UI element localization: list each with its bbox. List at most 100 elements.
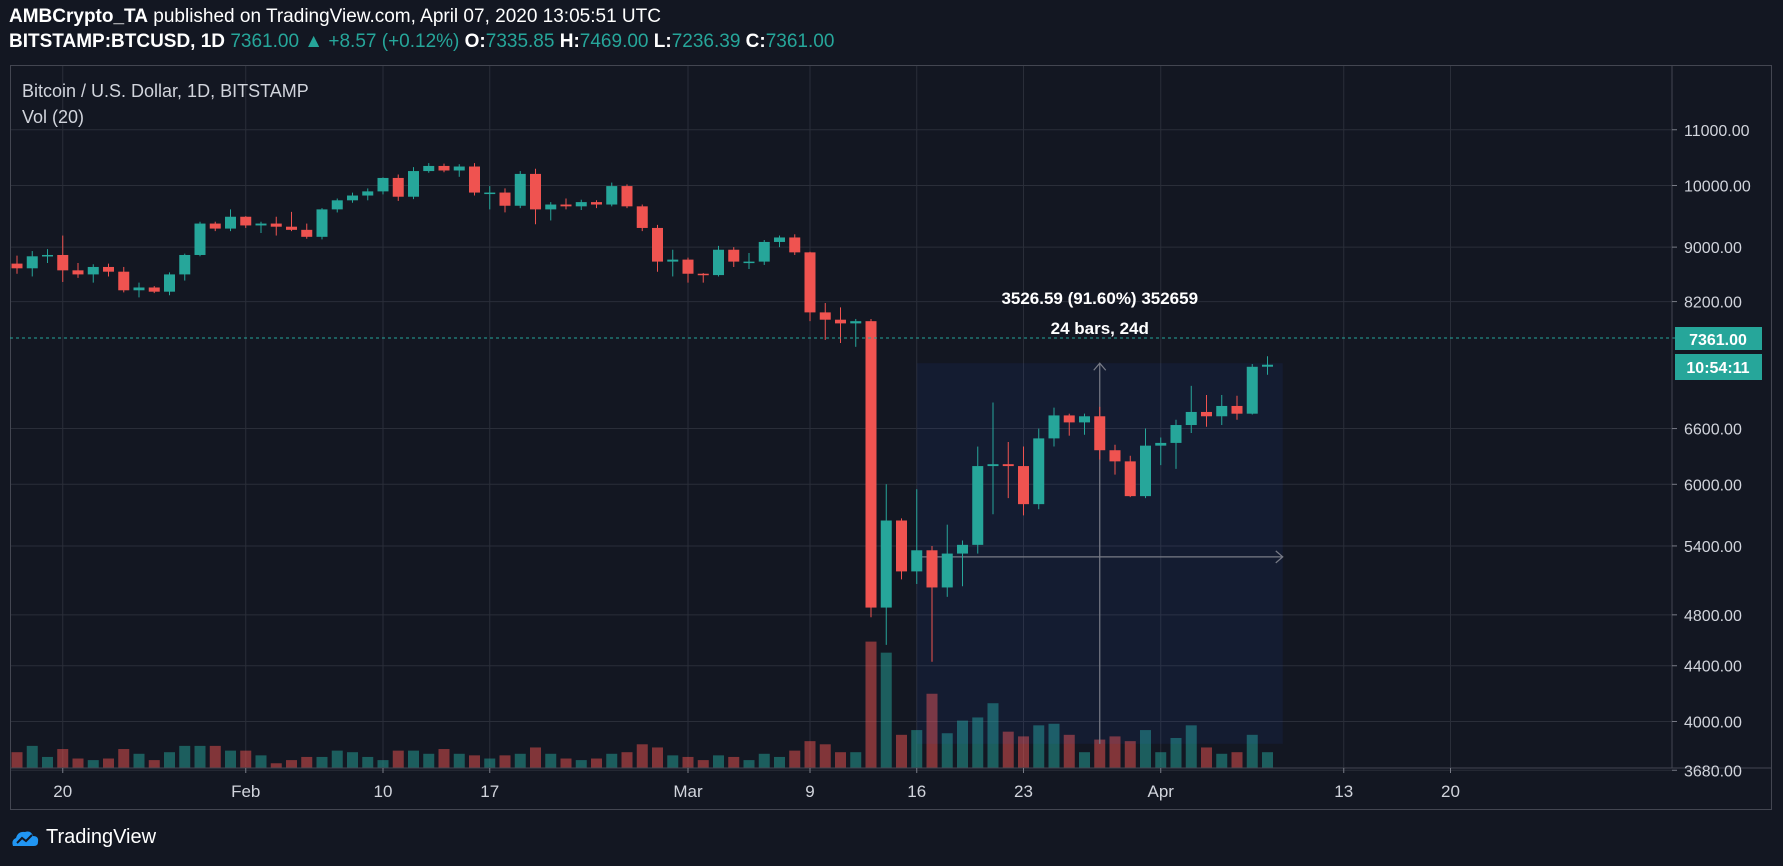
candle-body [453, 166, 465, 171]
candle-body [667, 259, 679, 262]
price-axis[interactable]: 11000.00 10000.00 9000.00 8200.00 6600.00 600… [1672, 123, 1751, 781]
candle-body [682, 259, 694, 274]
grid [11, 66, 1672, 771]
volume-bar [286, 760, 297, 768]
volume-bars [11, 641, 1273, 768]
chart-title: Bitcoin / U.S. Dollar, 1D, BITSTAMP [22, 81, 309, 101]
volume-bar [697, 760, 709, 768]
time-tick-label: 9 [805, 782, 814, 801]
high-value: 7469.00 [579, 31, 649, 52]
volume-bar [148, 760, 160, 768]
candle-body [499, 192, 511, 206]
price-tick-label: 6000.00 [1684, 477, 1742, 494]
volume-bar [743, 760, 755, 768]
candle-body [1170, 425, 1182, 443]
volume-bar [621, 752, 633, 768]
measure-up-arrow-icon [1093, 362, 1107, 371]
volume-bar [1201, 747, 1212, 768]
candle-body [652, 227, 663, 262]
candle-body [209, 223, 221, 229]
volume-bar [469, 755, 480, 768]
volume-bar [896, 734, 907, 768]
price-tick-label: 8200.00 [1684, 295, 1742, 312]
volume-bar [133, 753, 145, 768]
time-tick-label: 10 [374, 782, 393, 801]
time-tick-label: 23 [1014, 782, 1033, 801]
candle-body [575, 202, 587, 207]
volume-bar [1048, 723, 1060, 768]
candle-body [819, 312, 831, 320]
candle-body [835, 319, 846, 324]
volume-bar [926, 693, 938, 768]
volume-bar [1246, 734, 1258, 768]
volume-bar [362, 756, 374, 768]
change-arrow-icon: ▲ [304, 31, 324, 52]
candle-body [697, 273, 709, 276]
candle-body [423, 165, 435, 172]
countdown-badge [1675, 354, 1762, 380]
candle-body [26, 256, 38, 269]
time-tick-label: 20 [53, 782, 72, 801]
candle-body [1231, 405, 1243, 414]
volume-bar [240, 750, 252, 768]
candle-body [255, 223, 267, 226]
low-value: 7236.39 [671, 31, 741, 52]
time-tick-label: 17 [480, 782, 499, 801]
volume-bar [179, 745, 191, 768]
footer: TradingView [10, 826, 156, 849]
candle-body [484, 192, 496, 195]
candle-body [957, 544, 968, 554]
measure-bars-text: 24 bars, 24d [1051, 319, 1149, 338]
volume-bar [316, 756, 328, 768]
volume-bar [225, 750, 236, 768]
time-tick-label: Apr [1148, 782, 1175, 801]
close-value: 7361.00 [765, 31, 835, 52]
candle-body [225, 216, 236, 229]
volume-bar [1231, 752, 1243, 768]
candle-body [347, 195, 358, 201]
volume-bar [26, 745, 38, 768]
volume-bar [514, 753, 526, 768]
publish-line: AMBCrypto_TA published on TradingView.co… [9, 6, 661, 28]
volume-bar [1170, 737, 1182, 768]
volume-bar [789, 750, 801, 768]
candle-body [530, 173, 541, 210]
measure-tool[interactable]: 3526.59 (91.60%) 352659 24 bars, 24d [916, 289, 1284, 744]
volume-bar [804, 741, 816, 768]
volume-bar [865, 641, 877, 768]
time-tick-label: Mar [673, 782, 703, 801]
candle-body [545, 204, 557, 210]
candle-body [713, 249, 724, 276]
candle-body [270, 223, 282, 227]
volume-bar [774, 756, 785, 768]
volume-bar [11, 752, 23, 768]
volume-bar [911, 730, 923, 768]
price-tick-label: 11000.00 [1684, 123, 1750, 140]
volume-bar [164, 752, 175, 768]
volume-bar [728, 756, 740, 768]
time-axis[interactable]: 20 Feb 10 17 Mar 9 16 23 Apr 13 20 [53, 768, 1460, 801]
volume-bar [606, 753, 618, 768]
candle-body [865, 321, 877, 608]
volume-bar [1002, 731, 1014, 768]
ohlc-line: BITSTAMP:BTCUSD, 1D 7361.00 ▲ +8.57 (+0.… [9, 31, 834, 53]
volume-bar [1079, 752, 1090, 768]
volume-bar [880, 652, 892, 768]
volume-bar [835, 752, 846, 768]
volume-bar [484, 758, 496, 768]
candle-body [1109, 450, 1121, 462]
candle-body [118, 271, 130, 291]
candle-body [148, 287, 160, 292]
volume-bar [103, 758, 114, 768]
volume-bar [819, 744, 831, 768]
volume-bar [209, 745, 221, 768]
low-label: L: [653, 31, 672, 52]
author-name[interactable]: AMBCrypto_TA [9, 6, 148, 27]
footer-brand[interactable]: TradingView [46, 826, 157, 848]
price-tick-label: 10000.00 [1684, 179, 1751, 196]
volume-bar [57, 749, 69, 768]
candle-body [560, 204, 572, 207]
volume-bar [1124, 741, 1136, 768]
volume-bar [652, 747, 663, 768]
